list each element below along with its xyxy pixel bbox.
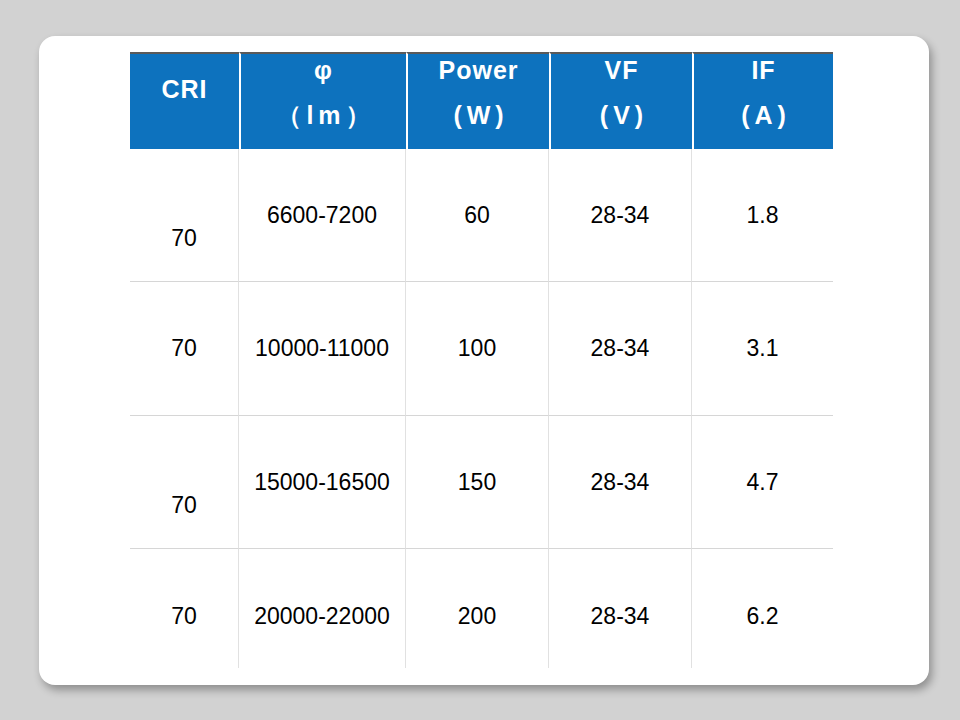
cell-r1-vf: 28-34: [549, 149, 692, 282]
cell-r3-if: 4.7: [692, 416, 833, 549]
cell-r1-flux: 6600-7200: [239, 149, 406, 282]
cell-r4-vf: 28-34: [549, 549, 692, 668]
header-power-label: Power: [438, 48, 518, 93]
cell-r4-cri: 70: [130, 549, 239, 668]
header-cell-power: Power(W): [406, 52, 549, 149]
header-flux-unit: （lm）: [271, 93, 375, 138]
header-cell-vf: VF(V): [549, 52, 692, 149]
header-if-label: IF: [736, 48, 791, 93]
cell-r1-if: 1.8: [692, 149, 833, 282]
cell-r2-cri: 70: [130, 282, 239, 416]
cell-r3-cri: 70: [130, 416, 239, 549]
cell-r4-power: 200: [406, 549, 549, 668]
header-vf-label: VF: [595, 48, 648, 93]
cell-r2-power: 100: [406, 282, 549, 416]
cell-r4-flux: 20000-22000: [239, 549, 406, 668]
cell-r2-if: 3.1: [692, 282, 833, 416]
header-cri-label: CRI: [161, 67, 207, 112]
cell-r4-if: 6.2: [692, 549, 833, 668]
cell-r1-power: 60: [406, 149, 549, 282]
header-power-unit: (W): [438, 93, 518, 138]
cell-r3-power: 150: [406, 416, 549, 549]
header-cell-cri: CRI: [130, 52, 239, 149]
header-cell-flux: φ（lm）: [239, 52, 406, 149]
header-flux-symbol: φ: [271, 48, 375, 93]
slide: { "table": { "header": [ {"line1": "CRI"…: [0, 0, 960, 720]
spec-table: CRI φ（lm） Power(W) VF(V) IF(A) 70 6600-7…: [130, 52, 833, 668]
slide-card: CRI φ（lm） Power(W) VF(V) IF(A) 70 6600-7…: [39, 36, 929, 685]
cell-r1-cri: 70: [130, 149, 239, 282]
header-cell-if: IF(A): [692, 52, 833, 149]
cell-r3-vf: 28-34: [549, 416, 692, 549]
header-vf-unit: (V): [595, 93, 648, 138]
cell-r2-vf: 28-34: [549, 282, 692, 416]
cell-r2-flux: 10000-11000: [239, 282, 406, 416]
cell-r3-flux: 15000-16500: [239, 416, 406, 549]
header-if-unit: (A): [736, 93, 791, 138]
